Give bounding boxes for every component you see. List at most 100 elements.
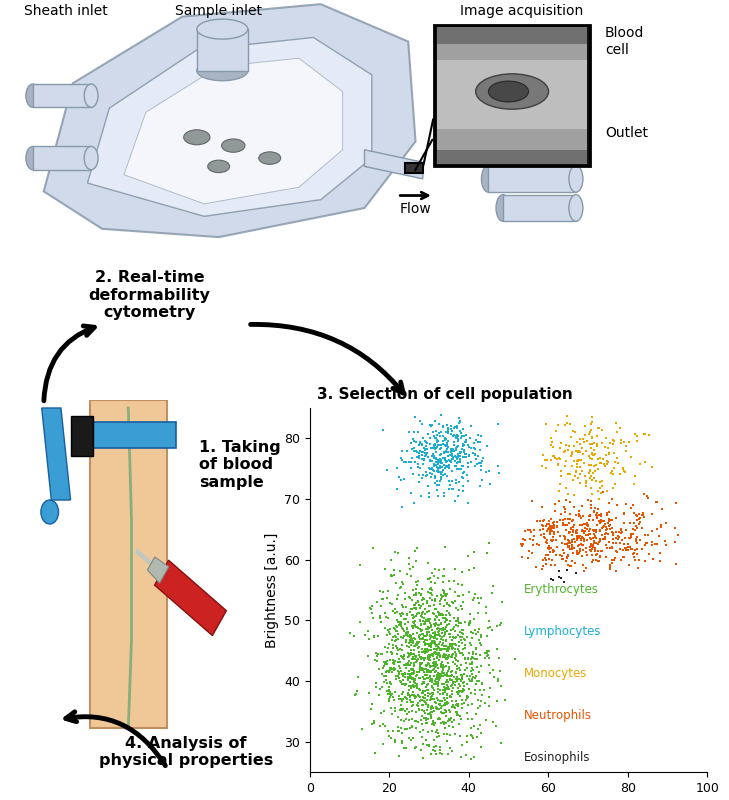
Point <box>585 538 597 550</box>
Point <box>443 598 455 611</box>
Point <box>421 679 433 692</box>
Point <box>548 544 560 557</box>
Point <box>384 676 396 689</box>
Point <box>389 663 400 676</box>
Point <box>434 670 446 682</box>
Point <box>461 706 473 719</box>
Point <box>408 662 419 675</box>
Point <box>426 463 438 476</box>
Point <box>441 645 453 658</box>
Point <box>391 593 402 606</box>
Point <box>414 437 426 450</box>
Point <box>404 689 416 702</box>
Point <box>467 674 478 687</box>
Point <box>592 538 604 550</box>
Point <box>420 698 432 710</box>
Point <box>402 671 414 684</box>
Point <box>433 654 445 666</box>
Point <box>410 680 422 693</box>
Point <box>418 617 430 630</box>
Point <box>599 520 610 533</box>
Point <box>556 552 568 565</box>
Point <box>646 508 658 521</box>
Point <box>639 529 651 542</box>
Point <box>415 610 426 622</box>
Point <box>405 721 416 734</box>
Point <box>522 523 534 536</box>
Bar <box>405 163 423 173</box>
Point <box>405 663 417 676</box>
Point <box>634 512 645 525</box>
Point <box>422 664 434 677</box>
Point <box>441 605 453 618</box>
Point <box>423 678 434 690</box>
Point <box>627 522 639 535</box>
Point <box>406 619 418 632</box>
Point <box>577 510 589 523</box>
Point <box>563 537 574 550</box>
Point <box>427 636 439 649</box>
Point <box>545 454 557 466</box>
Point <box>455 431 467 444</box>
Point <box>444 640 456 653</box>
Point <box>475 638 487 651</box>
Point <box>400 692 412 705</box>
Point <box>445 453 457 466</box>
Point <box>419 684 431 697</box>
Point <box>437 583 448 596</box>
Point <box>582 528 593 541</box>
Ellipse shape <box>488 81 529 102</box>
Point <box>384 628 396 641</box>
Point <box>493 467 504 480</box>
Point <box>484 681 496 694</box>
Point <box>448 698 459 711</box>
Point <box>588 532 599 545</box>
Point <box>456 671 467 684</box>
Point <box>473 675 485 688</box>
Point <box>429 620 441 633</box>
Point <box>577 465 588 478</box>
Point <box>453 415 465 428</box>
Point <box>653 530 665 542</box>
Point <box>419 652 431 665</box>
Point <box>426 660 438 673</box>
Point <box>416 686 428 699</box>
Point <box>444 690 456 703</box>
Point <box>370 646 381 659</box>
Point <box>410 609 422 622</box>
Point <box>421 606 433 618</box>
Text: Outlet: Outlet <box>605 126 648 140</box>
Point <box>419 689 431 702</box>
Point <box>401 608 413 621</box>
Point <box>402 609 413 622</box>
Point <box>438 630 450 642</box>
Point <box>450 444 461 457</box>
Point <box>636 542 648 555</box>
Point <box>428 704 440 717</box>
Point <box>571 461 582 474</box>
Point <box>430 696 442 709</box>
Point <box>576 524 588 537</box>
Point <box>446 695 458 708</box>
Point <box>590 523 602 536</box>
Point <box>434 438 445 451</box>
Point <box>405 667 417 680</box>
Point <box>651 538 663 550</box>
Point <box>448 701 460 714</box>
Point <box>441 642 453 655</box>
Point <box>377 718 389 730</box>
Point <box>378 669 390 682</box>
Point <box>638 488 650 501</box>
Point <box>603 497 615 510</box>
Point <box>445 420 457 433</box>
Point <box>407 628 418 641</box>
Point <box>574 446 586 458</box>
Point <box>419 608 431 621</box>
Point <box>425 664 437 677</box>
Point <box>424 661 436 674</box>
Point <box>402 671 413 684</box>
Polygon shape <box>90 400 167 728</box>
Point <box>620 543 632 556</box>
Point <box>536 459 547 472</box>
Point <box>434 668 445 681</box>
